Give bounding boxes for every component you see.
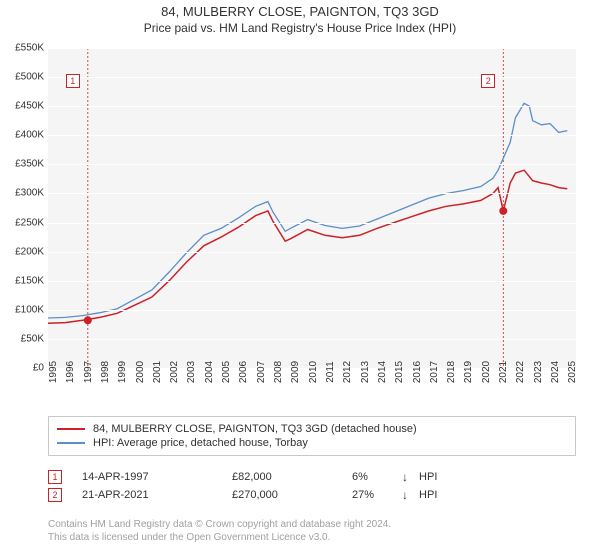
y-tick-label: £0 [33, 363, 44, 374]
x-tick-label: 1995 [48, 361, 59, 383]
dp-vs: HPI [416, 489, 437, 501]
x-tick-label: 2016 [412, 361, 423, 383]
x-tick-label: 2004 [204, 361, 215, 383]
y-tick-label: £450K [15, 101, 44, 112]
x-tick-label: 2019 [463, 361, 474, 383]
x-tick-label: 2018 [446, 361, 457, 383]
x-tick-label: 2013 [360, 361, 371, 383]
x-tick-label: 2023 [533, 361, 544, 383]
x-tick-label: 2017 [429, 361, 440, 383]
x-tick-label: 2012 [342, 361, 353, 383]
dp-price: £270,000 [232, 489, 352, 501]
x-tick-label: 2015 [394, 361, 405, 383]
x-tick-label: 2008 [273, 361, 284, 383]
y-tick-label: £400K [15, 130, 44, 141]
grid-line [48, 310, 576, 311]
y-tick-label: £500K [15, 72, 44, 83]
x-tick-label: 2025 [567, 361, 578, 383]
grid-line [48, 193, 576, 194]
y-tick-label: £550K [15, 43, 44, 54]
y-tick-label: £350K [15, 159, 44, 170]
legend-row: HPI: Average price, detached house, Torb… [57, 437, 567, 449]
footer-line-2: This data is licensed under the Open Gov… [48, 531, 576, 544]
data-points-table: 1 14-APR-1997£82,0006%↓ HPI 2 21-APR-2021£2… [48, 466, 576, 506]
x-tick-label: 1998 [100, 361, 111, 383]
x-tick-label: 2024 [550, 361, 561, 383]
dp-marker: 1 [48, 470, 62, 484]
x-tick-label: 2010 [308, 361, 319, 383]
x-tick-label: 2022 [515, 361, 526, 383]
dp-vs: HPI [416, 471, 437, 483]
data-point-row: 2 21-APR-2021£270,00027%↓ HPI [48, 488, 576, 502]
y-tick-label: £250K [15, 217, 44, 228]
grid-line [48, 339, 576, 340]
y-tick-label: £200K [15, 246, 44, 257]
x-tick-label: 1996 [65, 361, 76, 383]
x-tick-label: 1999 [117, 361, 128, 383]
dp-pct: 6% [352, 471, 402, 483]
x-tick-label: 2011 [325, 361, 336, 383]
marker-label-1: 1 [66, 74, 80, 88]
y-axis: £0£50K£100K£150K£200K£250K£300K£350K£400… [0, 48, 48, 368]
x-tick-label: 2001 [152, 361, 163, 383]
down-arrow-icon: ↓ [402, 470, 416, 484]
data-point-row: 1 14-APR-1997£82,0006%↓ HPI [48, 470, 576, 484]
x-tick-label: 2006 [238, 361, 249, 383]
x-tick-label: 2014 [377, 361, 388, 383]
x-tick-label: 2000 [135, 361, 146, 383]
chart-subtitle: Price paid vs. HM Land Registry's House … [0, 21, 600, 35]
legend-row: 84, MULBERRY CLOSE, PAIGNTON, TQ3 3GD (d… [57, 423, 567, 435]
down-arrow-icon: ↓ [402, 488, 416, 502]
legend-label: 84, MULBERRY CLOSE, PAIGNTON, TQ3 3GD (d… [93, 423, 417, 435]
x-tick-label: 2003 [186, 361, 197, 383]
marker-dot [499, 207, 507, 215]
grid-line [48, 223, 576, 224]
legend-box: 84, MULBERRY CLOSE, PAIGNTON, TQ3 3GD (d… [48, 416, 576, 456]
dp-date: 21-APR-2021 [82, 489, 232, 501]
x-tick-label: 2007 [256, 361, 267, 383]
legend-label: HPI: Average price, detached house, Torb… [93, 437, 308, 449]
legend-swatch [57, 442, 85, 444]
y-tick-label: £150K [15, 275, 44, 286]
chart-title-address: 84, MULBERRY CLOSE, PAIGNTON, TQ3 3GD [0, 4, 600, 19]
x-tick-label: 2021 [498, 361, 509, 383]
dp-price: £82,000 [232, 471, 352, 483]
y-tick-label: £100K [15, 304, 44, 315]
marker-label-2: 2 [481, 74, 495, 88]
footer-line-1: Contains HM Land Registry data © Crown c… [48, 518, 576, 531]
x-tick-label: 2020 [481, 361, 492, 383]
x-axis: 1995199619971998199920002001200220032004… [48, 368, 576, 416]
grid-line [48, 77, 576, 78]
x-tick-label: 1997 [83, 361, 94, 383]
x-tick-label: 2005 [221, 361, 232, 383]
grid-line [48, 281, 576, 282]
grid-line [48, 252, 576, 253]
chart-svg [48, 48, 576, 368]
footer-attribution: Contains HM Land Registry data © Crown c… [48, 518, 576, 544]
legend-swatch [57, 428, 85, 430]
grid-line [48, 135, 576, 136]
grid-line [48, 106, 576, 107]
y-tick-label: £300K [15, 188, 44, 199]
y-tick-label: £50K [21, 333, 44, 344]
x-tick-label: 2009 [290, 361, 301, 383]
grid-line [48, 164, 576, 165]
dp-marker: 2 [48, 488, 62, 502]
chart-plot-area: 12 [48, 48, 576, 368]
dp-date: 14-APR-1997 [82, 471, 232, 483]
grid-line [48, 48, 576, 49]
x-tick-label: 2002 [169, 361, 180, 383]
dp-pct: 27% [352, 489, 402, 501]
marker-dot [84, 316, 92, 324]
